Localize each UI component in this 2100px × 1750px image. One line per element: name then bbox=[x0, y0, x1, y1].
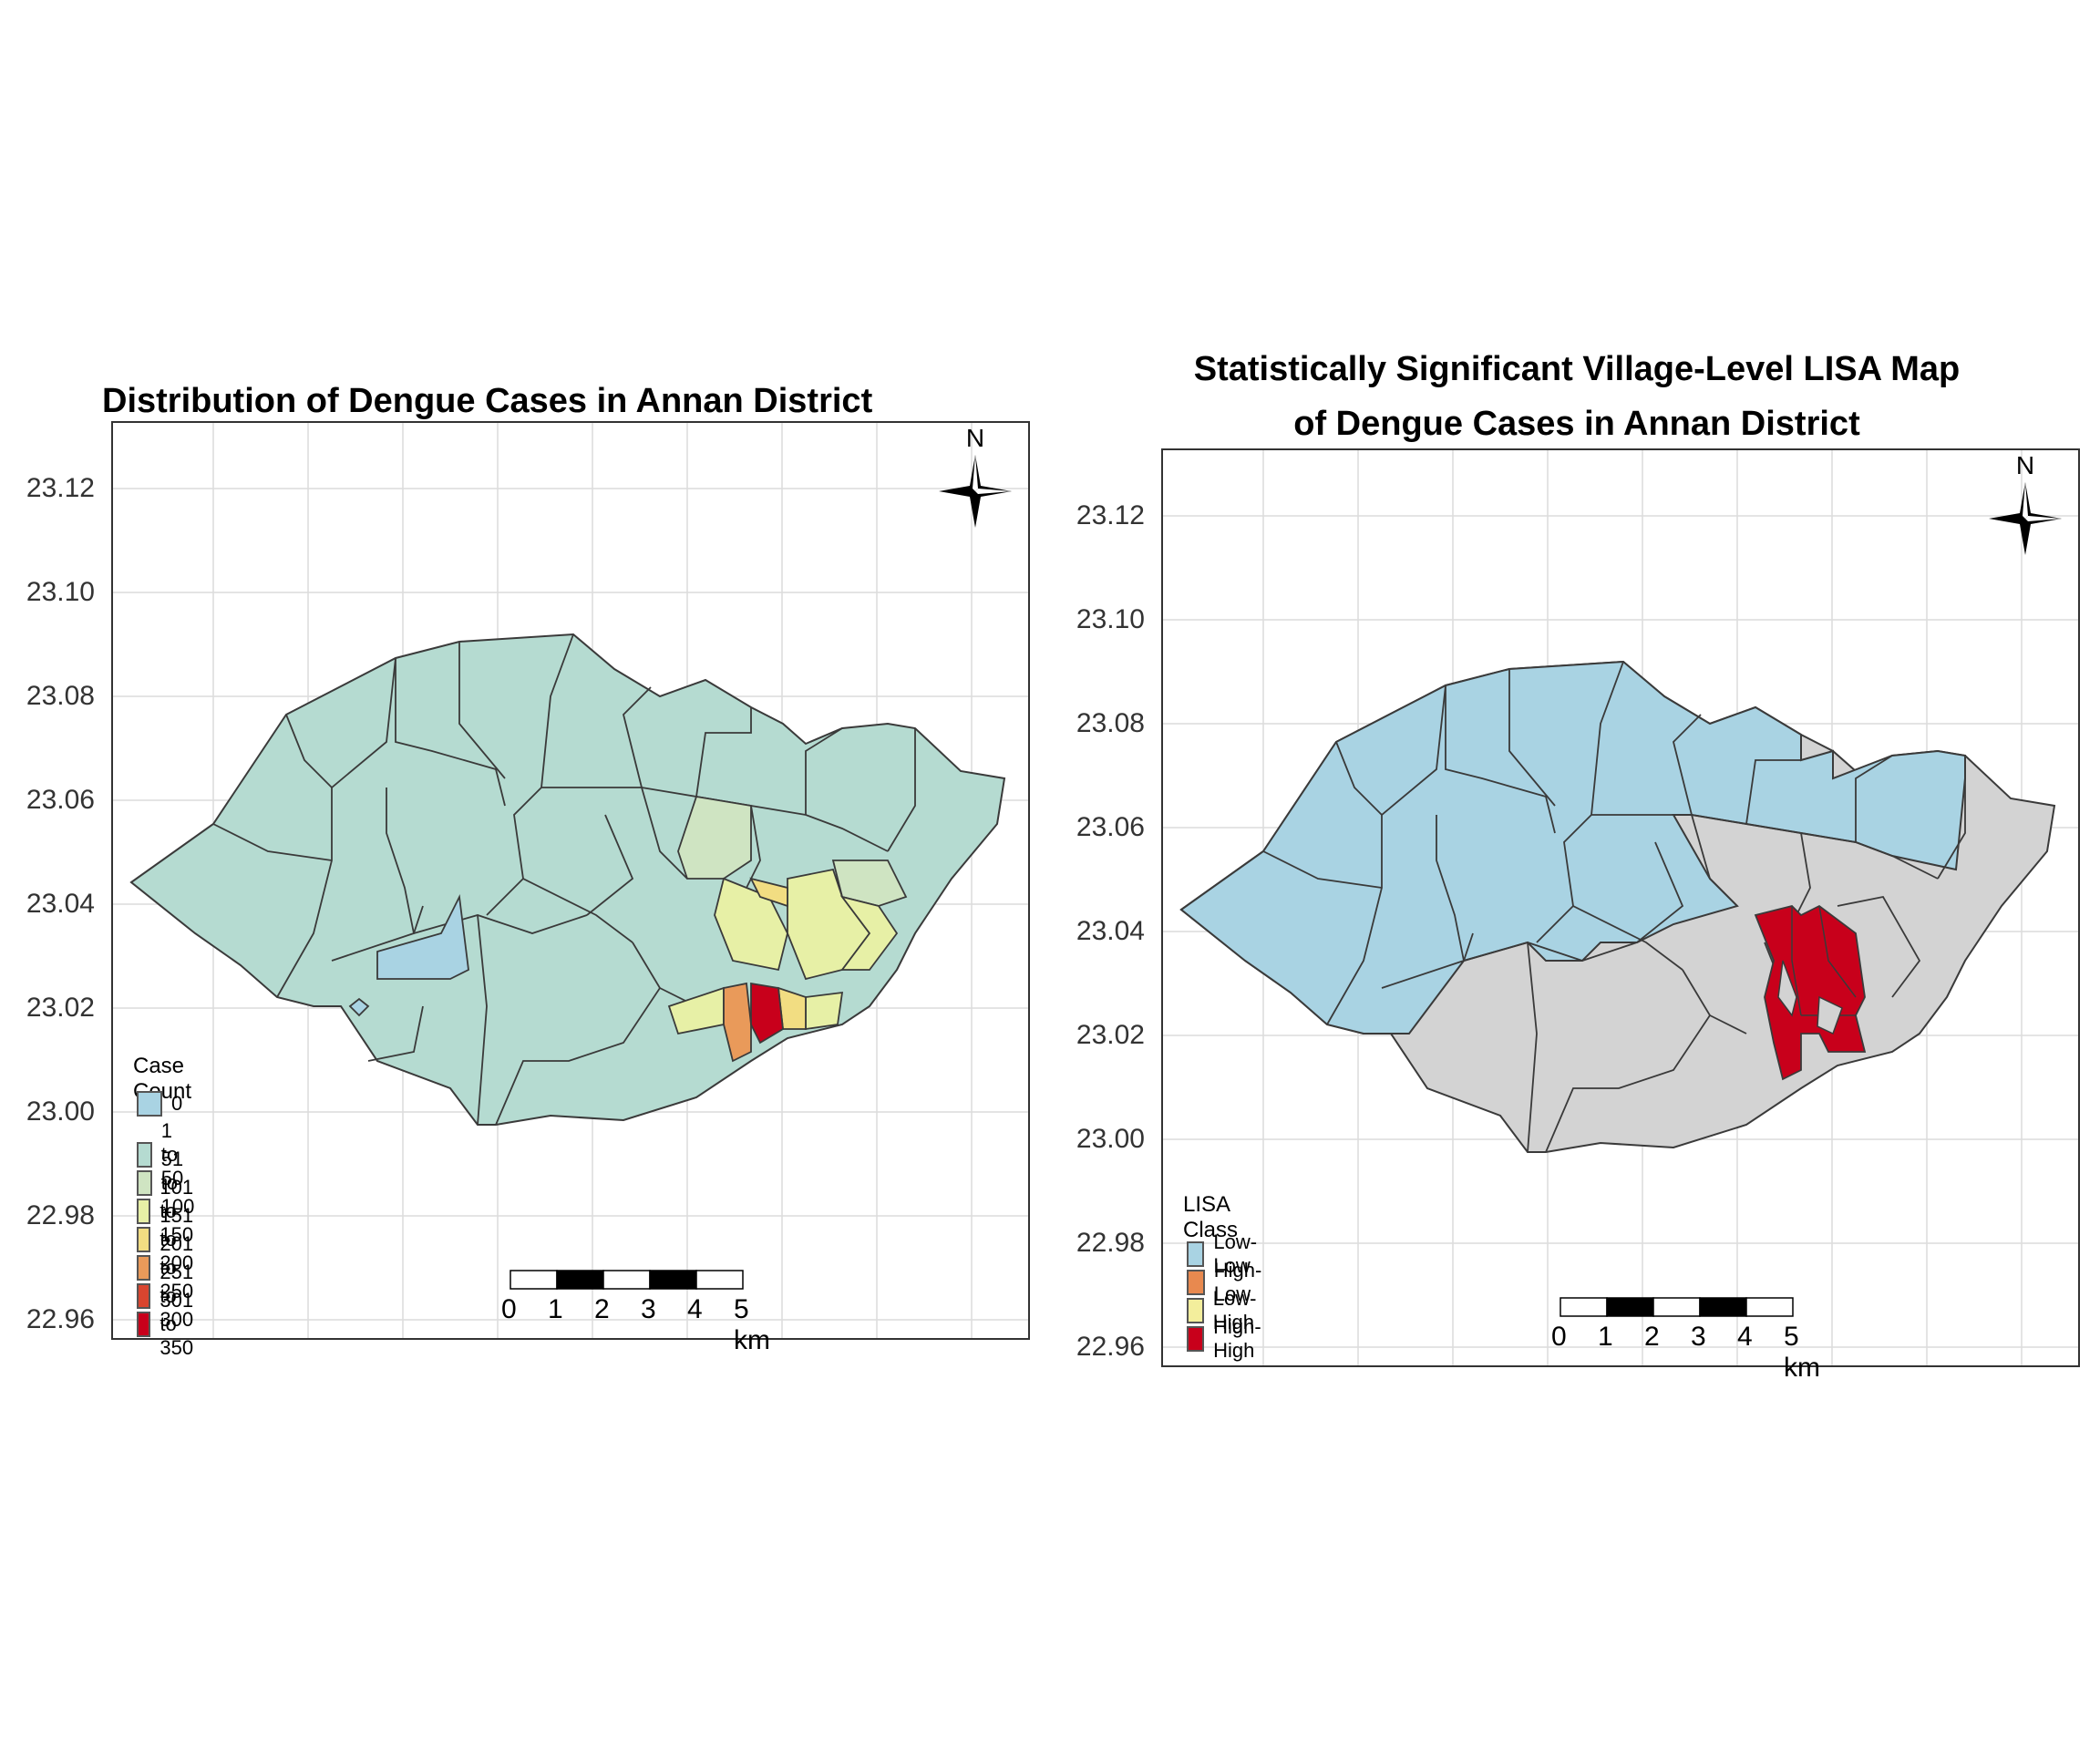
north-arrow-icon bbox=[1989, 482, 2062, 555]
right-map-frame: N bbox=[1161, 448, 2080, 1367]
legend-swatch bbox=[1187, 1241, 1205, 1267]
legend-label: High-Low bbox=[1213, 1259, 1262, 1305]
legend-item: Low-High bbox=[1187, 1287, 1265, 1334]
y-tick: 23.08 bbox=[1076, 708, 1145, 738]
legend-item: 101 to 150 bbox=[137, 1176, 205, 1247]
legend-swatch bbox=[1187, 1270, 1205, 1295]
scale-label: 2 bbox=[1644, 1322, 1660, 1352]
legend-swatch bbox=[137, 1170, 152, 1196]
y-tick: 23.00 bbox=[1076, 1124, 1145, 1154]
legend-swatch bbox=[137, 1199, 151, 1224]
legend-label: 301 to 350 bbox=[160, 1289, 194, 1359]
legend-item: 201 to 250 bbox=[137, 1232, 205, 1303]
scale-label: 4 bbox=[1737, 1322, 1753, 1352]
y-tick: 22.98 bbox=[1076, 1228, 1145, 1258]
legend-label: 251 to 300 bbox=[160, 1261, 194, 1331]
village-zero-cases-small bbox=[348, 997, 370, 1017]
right-map-canvas: N bbox=[1163, 450, 2078, 1365]
legend-item: 301 to 350 bbox=[137, 1289, 205, 1360]
legend-item: Low-Low bbox=[1187, 1230, 1265, 1278]
grey-hole-2 bbox=[1817, 995, 1843, 1035]
y-tick: 23.10 bbox=[26, 577, 95, 607]
scale-label: 0 bbox=[501, 1294, 517, 1324]
legend-label: High-High bbox=[1213, 1315, 1261, 1362]
high-high-cluster bbox=[1754, 904, 1867, 1081]
y-tick: 23.04 bbox=[1076, 916, 1145, 946]
village-zero-cases bbox=[376, 893, 469, 980]
scale-label: 3 bbox=[641, 1294, 656, 1324]
legend-swatch bbox=[137, 1091, 162, 1117]
village-101-150-c bbox=[839, 895, 899, 971]
north-label: N bbox=[2016, 451, 2034, 479]
y-tick: 23.04 bbox=[26, 889, 95, 919]
y-tick: 23.12 bbox=[26, 473, 95, 503]
scale-label: 5 km bbox=[734, 1294, 770, 1355]
legend-swatch bbox=[137, 1312, 151, 1337]
left-map-title: Distribution of Dengue Cases in Annan Di… bbox=[102, 382, 873, 420]
legend-swatch bbox=[137, 1255, 151, 1281]
choropleth-highlights bbox=[348, 795, 908, 1063]
y-tick: 23.00 bbox=[26, 1096, 95, 1127]
y-tick: 23.10 bbox=[1076, 604, 1145, 634]
y-tick: 23.08 bbox=[26, 681, 95, 711]
legend-item: 0 bbox=[137, 1091, 182, 1117]
scale-label: 2 bbox=[594, 1294, 610, 1324]
legend-swatch bbox=[1187, 1326, 1205, 1352]
scale-label: 1 bbox=[1598, 1322, 1613, 1352]
grey-hole bbox=[1777, 960, 1797, 1017]
legend-item: 151 to 200 bbox=[137, 1204, 205, 1275]
village-301-350 bbox=[750, 982, 784, 1045]
legend-swatch bbox=[137, 1283, 151, 1309]
legend-label: 1 to 50 bbox=[160, 1119, 184, 1189]
legend-item: 51 to 100 bbox=[137, 1148, 205, 1219]
north-arrow-icon bbox=[939, 455, 1012, 528]
legend-label: 201 to 250 bbox=[160, 1232, 194, 1302]
right-map-title-line1: Statistically Significant Village-Level … bbox=[1193, 350, 1961, 388]
left-map-canvas: N bbox=[113, 423, 1028, 1338]
legend-item: High-Low bbox=[1187, 1259, 1270, 1306]
village-151-200-a bbox=[749, 877, 788, 908]
legend-label: 51 to 100 bbox=[160, 1148, 195, 1218]
legend-label: 0 bbox=[171, 1092, 183, 1115]
scale-label: 3 bbox=[1691, 1322, 1706, 1352]
left-map-frame: N bbox=[111, 421, 1030, 1340]
village-boundaries bbox=[212, 633, 916, 1126]
legend-item: 251 to 300 bbox=[137, 1261, 205, 1332]
y-tick: 22.96 bbox=[1076, 1332, 1145, 1362]
north-label: N bbox=[966, 424, 984, 452]
y-tick: 23.02 bbox=[1076, 1020, 1145, 1050]
scale-bar bbox=[1560, 1297, 1794, 1317]
legend-label: 151 to 200 bbox=[160, 1204, 194, 1274]
scale-label: 0 bbox=[1551, 1322, 1567, 1352]
scale-label: 5 km bbox=[1784, 1322, 1820, 1383]
y-tick: 23.12 bbox=[1076, 500, 1145, 530]
legend-swatch bbox=[137, 1142, 152, 1168]
scale-bar bbox=[510, 1270, 744, 1290]
y-tick: 22.98 bbox=[26, 1200, 95, 1230]
legend-swatch bbox=[1187, 1298, 1204, 1323]
scale-label: 4 bbox=[687, 1294, 703, 1324]
y-tick: 23.02 bbox=[26, 993, 95, 1023]
legend-item: 1 to 50 bbox=[137, 1119, 193, 1190]
legend-title: LISA Class bbox=[1183, 1192, 1239, 1242]
scale-label: 1 bbox=[548, 1294, 563, 1324]
legend-label: Low-Low bbox=[1213, 1230, 1258, 1277]
legend-label: Low-High bbox=[1212, 1287, 1257, 1333]
right-map-title-line2: of Dengue Cases in Annan District bbox=[1293, 405, 1860, 443]
legend-swatch bbox=[137, 1227, 151, 1252]
y-tick: 23.06 bbox=[1076, 812, 1145, 842]
legend-label: 101 to 150 bbox=[160, 1176, 194, 1246]
y-tick: 23.06 bbox=[26, 785, 95, 815]
y-tick: 22.96 bbox=[26, 1304, 95, 1334]
village-101-150-e bbox=[805, 991, 844, 1031]
legend-item: High-High bbox=[1187, 1315, 1270, 1363]
village-201-250 bbox=[723, 982, 752, 1063]
